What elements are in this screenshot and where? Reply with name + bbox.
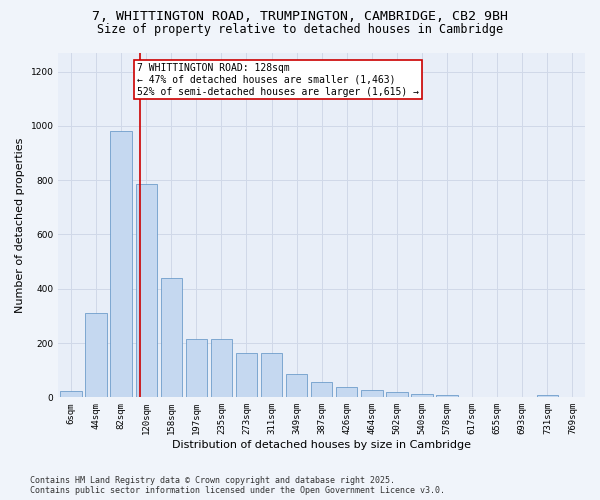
Bar [236, 352, 257, 398]
Bar [436, 394, 458, 398]
Bar [261, 352, 282, 398]
Bar [136, 184, 157, 398]
Bar [286, 374, 307, 398]
Bar [412, 394, 433, 398]
Bar [85, 313, 107, 398]
Bar [311, 382, 332, 398]
Text: Contains HM Land Registry data © Crown copyright and database right 2025.
Contai: Contains HM Land Registry data © Crown c… [30, 476, 445, 495]
Bar [60, 392, 82, 398]
Bar [211, 339, 232, 398]
Bar [336, 387, 358, 398]
Text: 7, WHITTINGTON ROAD, TRUMPINGTON, CAMBRIDGE, CB2 9BH: 7, WHITTINGTON ROAD, TRUMPINGTON, CAMBRI… [92, 10, 508, 23]
Y-axis label: Number of detached properties: Number of detached properties [15, 137, 25, 312]
Text: Size of property relative to detached houses in Cambridge: Size of property relative to detached ho… [97, 22, 503, 36]
X-axis label: Distribution of detached houses by size in Cambridge: Distribution of detached houses by size … [172, 440, 471, 450]
Text: 7 WHITTINGTON ROAD: 128sqm
← 47% of detached houses are smaller (1,463)
52% of s: 7 WHITTINGTON ROAD: 128sqm ← 47% of deta… [137, 64, 419, 96]
Bar [161, 278, 182, 398]
Bar [110, 131, 132, 398]
Bar [185, 339, 207, 398]
Bar [386, 392, 407, 398]
Bar [537, 395, 558, 398]
Bar [361, 390, 383, 398]
